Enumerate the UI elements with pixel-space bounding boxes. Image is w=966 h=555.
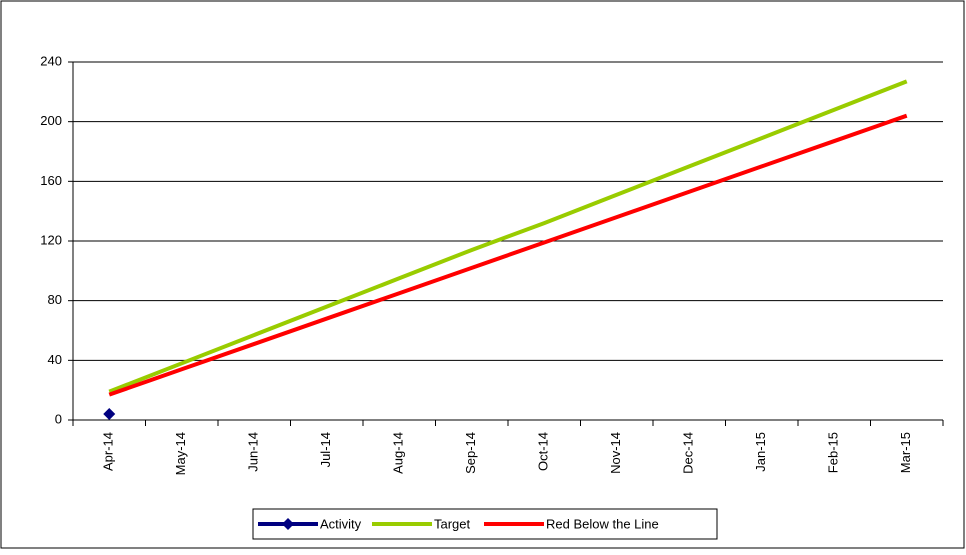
x-tick-label: Oct-14 (536, 432, 551, 471)
x-tick-label: May-14 (173, 432, 188, 475)
series-line (108, 79, 908, 394)
x-tick-label: Mar-15 (898, 432, 913, 473)
x-tick-label: Jan-15 (753, 432, 768, 472)
y-tick-label: 160 (40, 173, 62, 188)
x-tick-label: Jun-14 (246, 432, 261, 472)
series-marker (103, 408, 116, 421)
x-tick-label: Dec-14 (681, 432, 696, 474)
x-tick-label: Feb-15 (826, 432, 841, 473)
x-tick-label: Apr-14 (101, 432, 116, 471)
y-tick-label: 40 (48, 352, 62, 367)
y-tick-label: 80 (48, 292, 62, 307)
x-tick-label: Sep-14 (463, 432, 478, 474)
y-tick-label: 120 (40, 232, 62, 247)
x-tick-label: Nov-14 (608, 432, 623, 474)
legend-marker (282, 518, 294, 530)
legend-label: Activity (320, 516, 362, 531)
x-tick-label: Aug-14 (391, 432, 406, 474)
y-tick-label: 200 (40, 113, 62, 128)
legend-label: Target (434, 516, 471, 531)
legend-label: Red Below the Line (546, 516, 659, 531)
series-line (108, 113, 908, 397)
x-tick-label: Jul-14 (318, 432, 333, 467)
y-tick-label: 0 (55, 411, 62, 426)
y-tick-label: 240 (40, 53, 62, 68)
